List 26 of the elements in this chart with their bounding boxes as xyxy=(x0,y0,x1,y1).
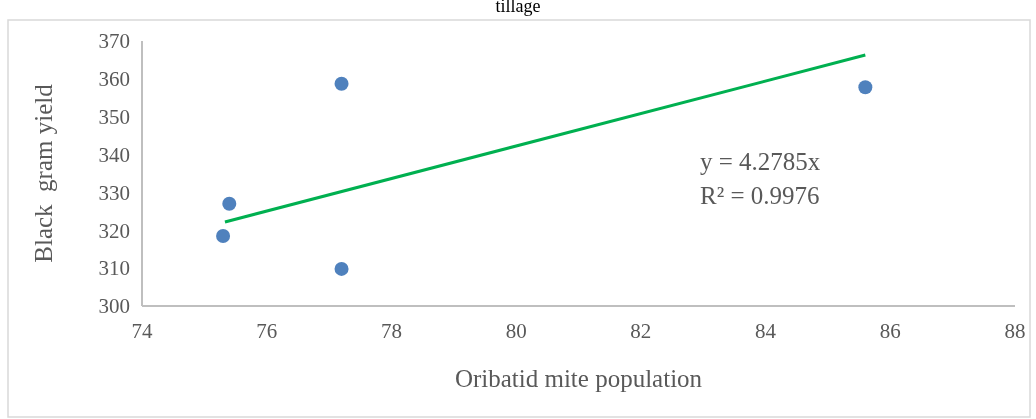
x-tick-label: 82 xyxy=(630,319,652,343)
x-axis-title: Oribatid mite population xyxy=(454,365,703,392)
point xyxy=(334,76,349,91)
y-tick-label: 330 xyxy=(98,180,130,205)
point xyxy=(222,196,237,211)
point xyxy=(858,80,873,95)
y-tick-label: 350 xyxy=(98,105,130,130)
annotation: y = 4.2785x xyxy=(700,148,821,175)
x-tick-label: 88 xyxy=(1004,319,1026,343)
y-tick-label: 300 xyxy=(98,294,130,319)
y-tick-label: 370 xyxy=(98,29,130,54)
point xyxy=(216,228,231,243)
y-tick-label: 310 xyxy=(98,256,130,281)
x-tick-label: 76 xyxy=(256,319,278,343)
x-tick-label: 78 xyxy=(380,319,402,343)
y-tick-label: 340 xyxy=(98,142,130,167)
point xyxy=(334,261,349,276)
y-tick-label: 320 xyxy=(98,218,130,243)
x-tick-label: 86 xyxy=(879,319,901,343)
chart-title: tillage xyxy=(495,0,541,16)
annotation: R² = 0.9976 xyxy=(700,182,820,209)
y-axis-title: Black gram yield xyxy=(30,83,57,263)
y-tick-label: 360 xyxy=(98,67,130,92)
x-tick-label: 80 xyxy=(505,319,527,343)
x-tick-label: 84 xyxy=(755,319,777,343)
x-tick-label: 74 xyxy=(131,319,153,343)
